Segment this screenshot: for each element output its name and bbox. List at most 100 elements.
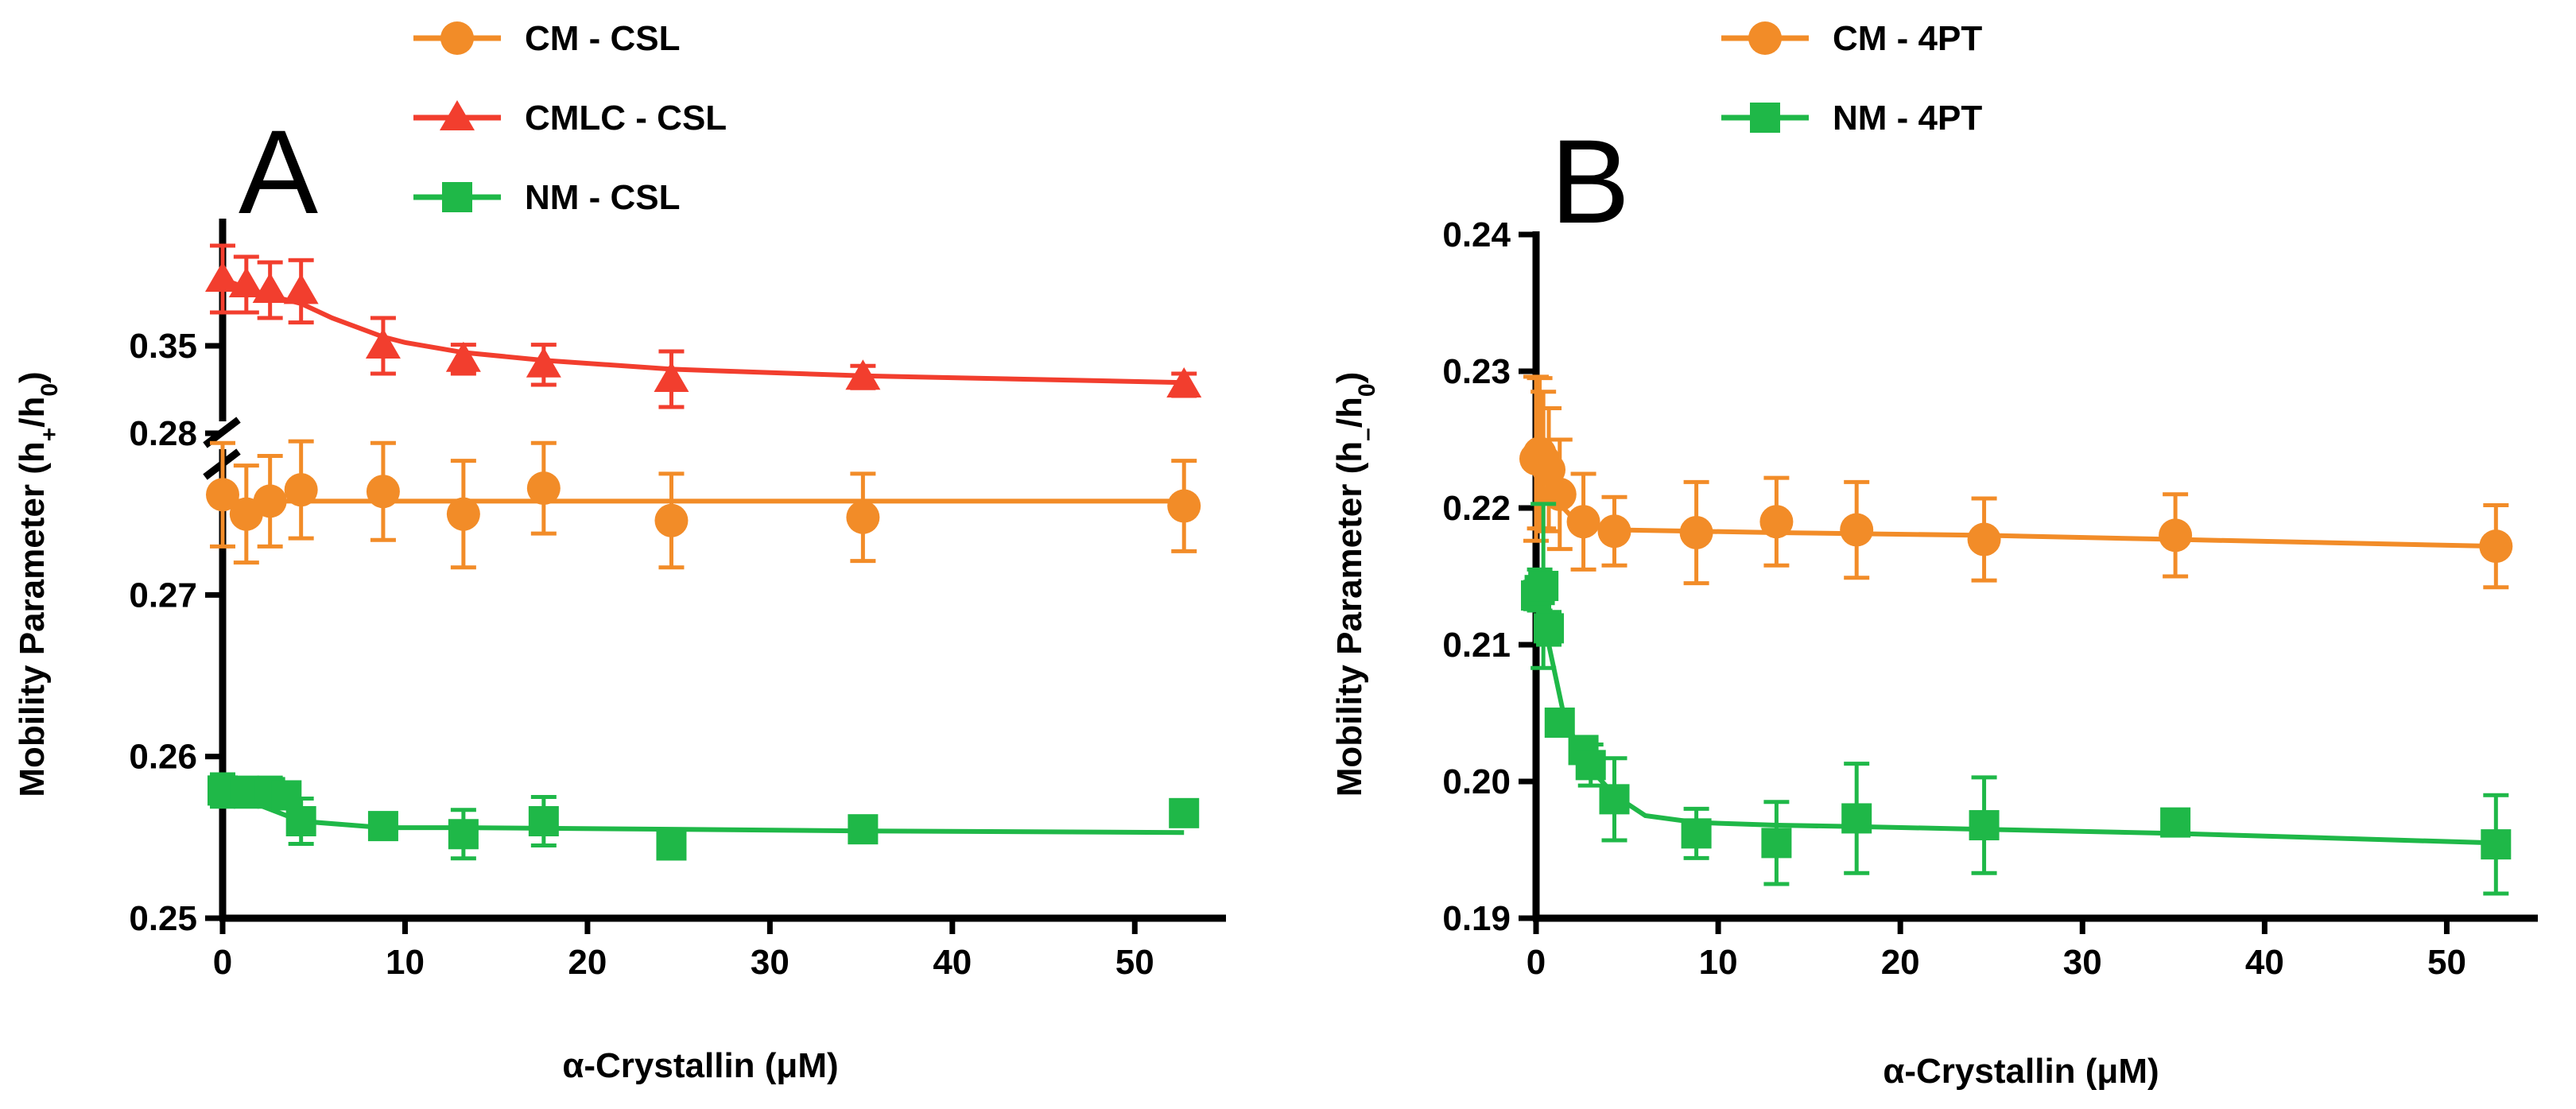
panel-letter: A <box>239 105 318 238</box>
series-nm-csl <box>208 772 1200 861</box>
data-point <box>1967 522 2001 556</box>
data-point <box>284 473 318 507</box>
data-point <box>365 328 401 359</box>
data-point <box>654 503 689 537</box>
data-point <box>253 484 287 518</box>
data-point <box>1969 810 2000 841</box>
data-point <box>285 806 316 836</box>
x-tick-label: 10 <box>1699 943 1738 982</box>
x-tick-label: 30 <box>2063 943 2102 982</box>
y-axis-title-part: ) <box>13 371 52 383</box>
y-axis-title-part: Mobility Parameter (h <box>1330 441 1369 797</box>
data-point <box>228 267 264 297</box>
y-tick-label: 0.21 <box>1442 626 1511 665</box>
legend-label: NM - CSL <box>525 178 681 217</box>
legend-label: NM - 4PT <box>1833 99 1982 138</box>
data-point <box>846 500 880 534</box>
data-point <box>1528 571 1559 602</box>
data-point <box>654 362 689 392</box>
data-point <box>206 478 239 512</box>
x-axis-title: α-Crystallin (μM) <box>562 1046 838 1085</box>
data-point <box>252 273 288 303</box>
y-tick-label: 0.20 <box>1442 762 1511 801</box>
data-point <box>1840 513 1874 547</box>
data-point <box>366 475 400 509</box>
legend-marker <box>440 21 474 55</box>
data-point <box>528 806 559 836</box>
x-axis-title: α-Crystallin (μM) <box>1883 1052 2159 1091</box>
data-point <box>845 359 881 390</box>
data-point <box>271 780 302 811</box>
y-axis-title-subscript: 0 <box>37 383 63 397</box>
data-point <box>1597 514 1631 549</box>
panel-a-chart: 0 10 20 30 40 50 0.25 0.26 0.27 0.28 0.35 α-Crystal… <box>13 19 1226 1085</box>
data-point <box>2479 529 2513 564</box>
data-point <box>848 814 879 845</box>
x-tick-label: 0 <box>1527 943 1546 982</box>
series-cm-4pt <box>1519 374 2513 590</box>
y-tick-label: 0.23 <box>1442 352 1511 391</box>
data-point <box>1544 708 1575 739</box>
data-point <box>367 811 398 842</box>
legend-marker <box>442 182 472 212</box>
y-axis-title-subscript: – <box>1354 428 1380 441</box>
y-tick-label: 0.25 <box>129 899 197 938</box>
legend-marker <box>1750 103 1780 133</box>
y-tick-label: 0.28 <box>129 414 197 453</box>
y-axis-title-part: /h <box>13 397 52 428</box>
y-tick-label: 0.35 <box>129 327 197 366</box>
data-point <box>283 273 319 304</box>
data-point <box>1534 613 1565 644</box>
legend: CM - CSL CMLC - CSL NM - CSL <box>413 19 727 217</box>
data-point <box>1167 489 1201 523</box>
series-cmlc-csl <box>205 243 1202 409</box>
y-axis-title: Mobility Parameter (h–/h0) <box>1330 372 1380 797</box>
data-point <box>1599 784 1630 815</box>
data-point <box>2481 829 2512 860</box>
y-axis-title-part: /h <box>1330 397 1369 428</box>
panel-letter: B <box>1550 114 1630 248</box>
y-axis-title-subscript: 0 <box>1354 383 1380 397</box>
legend: CM - 4PT NM - 4PT <box>1721 19 1982 138</box>
legend-marker <box>1748 21 1782 55</box>
y-tick-label: 0.26 <box>129 738 197 777</box>
y-tick-label: 0.24 <box>1442 215 1511 254</box>
data-point <box>1566 505 1600 539</box>
series-cm-csl <box>206 439 1201 570</box>
y-axis-title-part: ) <box>1330 372 1369 384</box>
data-point <box>526 471 561 506</box>
fit-curve <box>221 277 1185 386</box>
data-point <box>2159 518 2193 553</box>
x-tick-label: 20 <box>568 943 607 982</box>
data-point <box>205 262 240 292</box>
x-tick-label: 50 <box>1115 943 1154 982</box>
data-point <box>1759 505 1794 539</box>
data-point <box>656 830 687 861</box>
legend-label: CM - 4PT <box>1833 19 1982 58</box>
data-point <box>526 347 561 378</box>
data-point <box>1169 797 1200 828</box>
series-nm-4pt <box>1521 502 2512 896</box>
data-point <box>1841 803 1872 834</box>
x-tick-label: 10 <box>386 943 425 982</box>
x-tick-label: 50 <box>2427 943 2466 982</box>
y-axis-title: Mobility Parameter (h+/h0) <box>13 371 63 797</box>
panel-b-chart: 0 10 20 30 40 50 0.19 0.20 0.21 0.22 0.23 0.24 α-Cry… <box>1330 19 2538 1091</box>
data-point <box>1761 828 1792 859</box>
y-tick-label: 0.19 <box>1442 899 1511 938</box>
y-axis-title-subscript: + <box>37 428 63 442</box>
data-point <box>448 819 479 850</box>
x-tick-label: 40 <box>933 943 972 982</box>
x-tick-label: 0 <box>213 943 232 982</box>
x-tick-label: 30 <box>751 943 789 982</box>
legend-marker <box>440 100 475 130</box>
data-point <box>446 497 480 531</box>
legend-label: CM - CSL <box>525 19 681 58</box>
legend-label: CMLC - CSL <box>525 99 727 138</box>
data-point <box>445 341 481 372</box>
fit-curve <box>1534 589 2496 846</box>
x-tick-label: 40 <box>2245 943 2284 982</box>
x-tick-label: 20 <box>1881 943 1920 982</box>
data-point <box>2160 807 2191 838</box>
